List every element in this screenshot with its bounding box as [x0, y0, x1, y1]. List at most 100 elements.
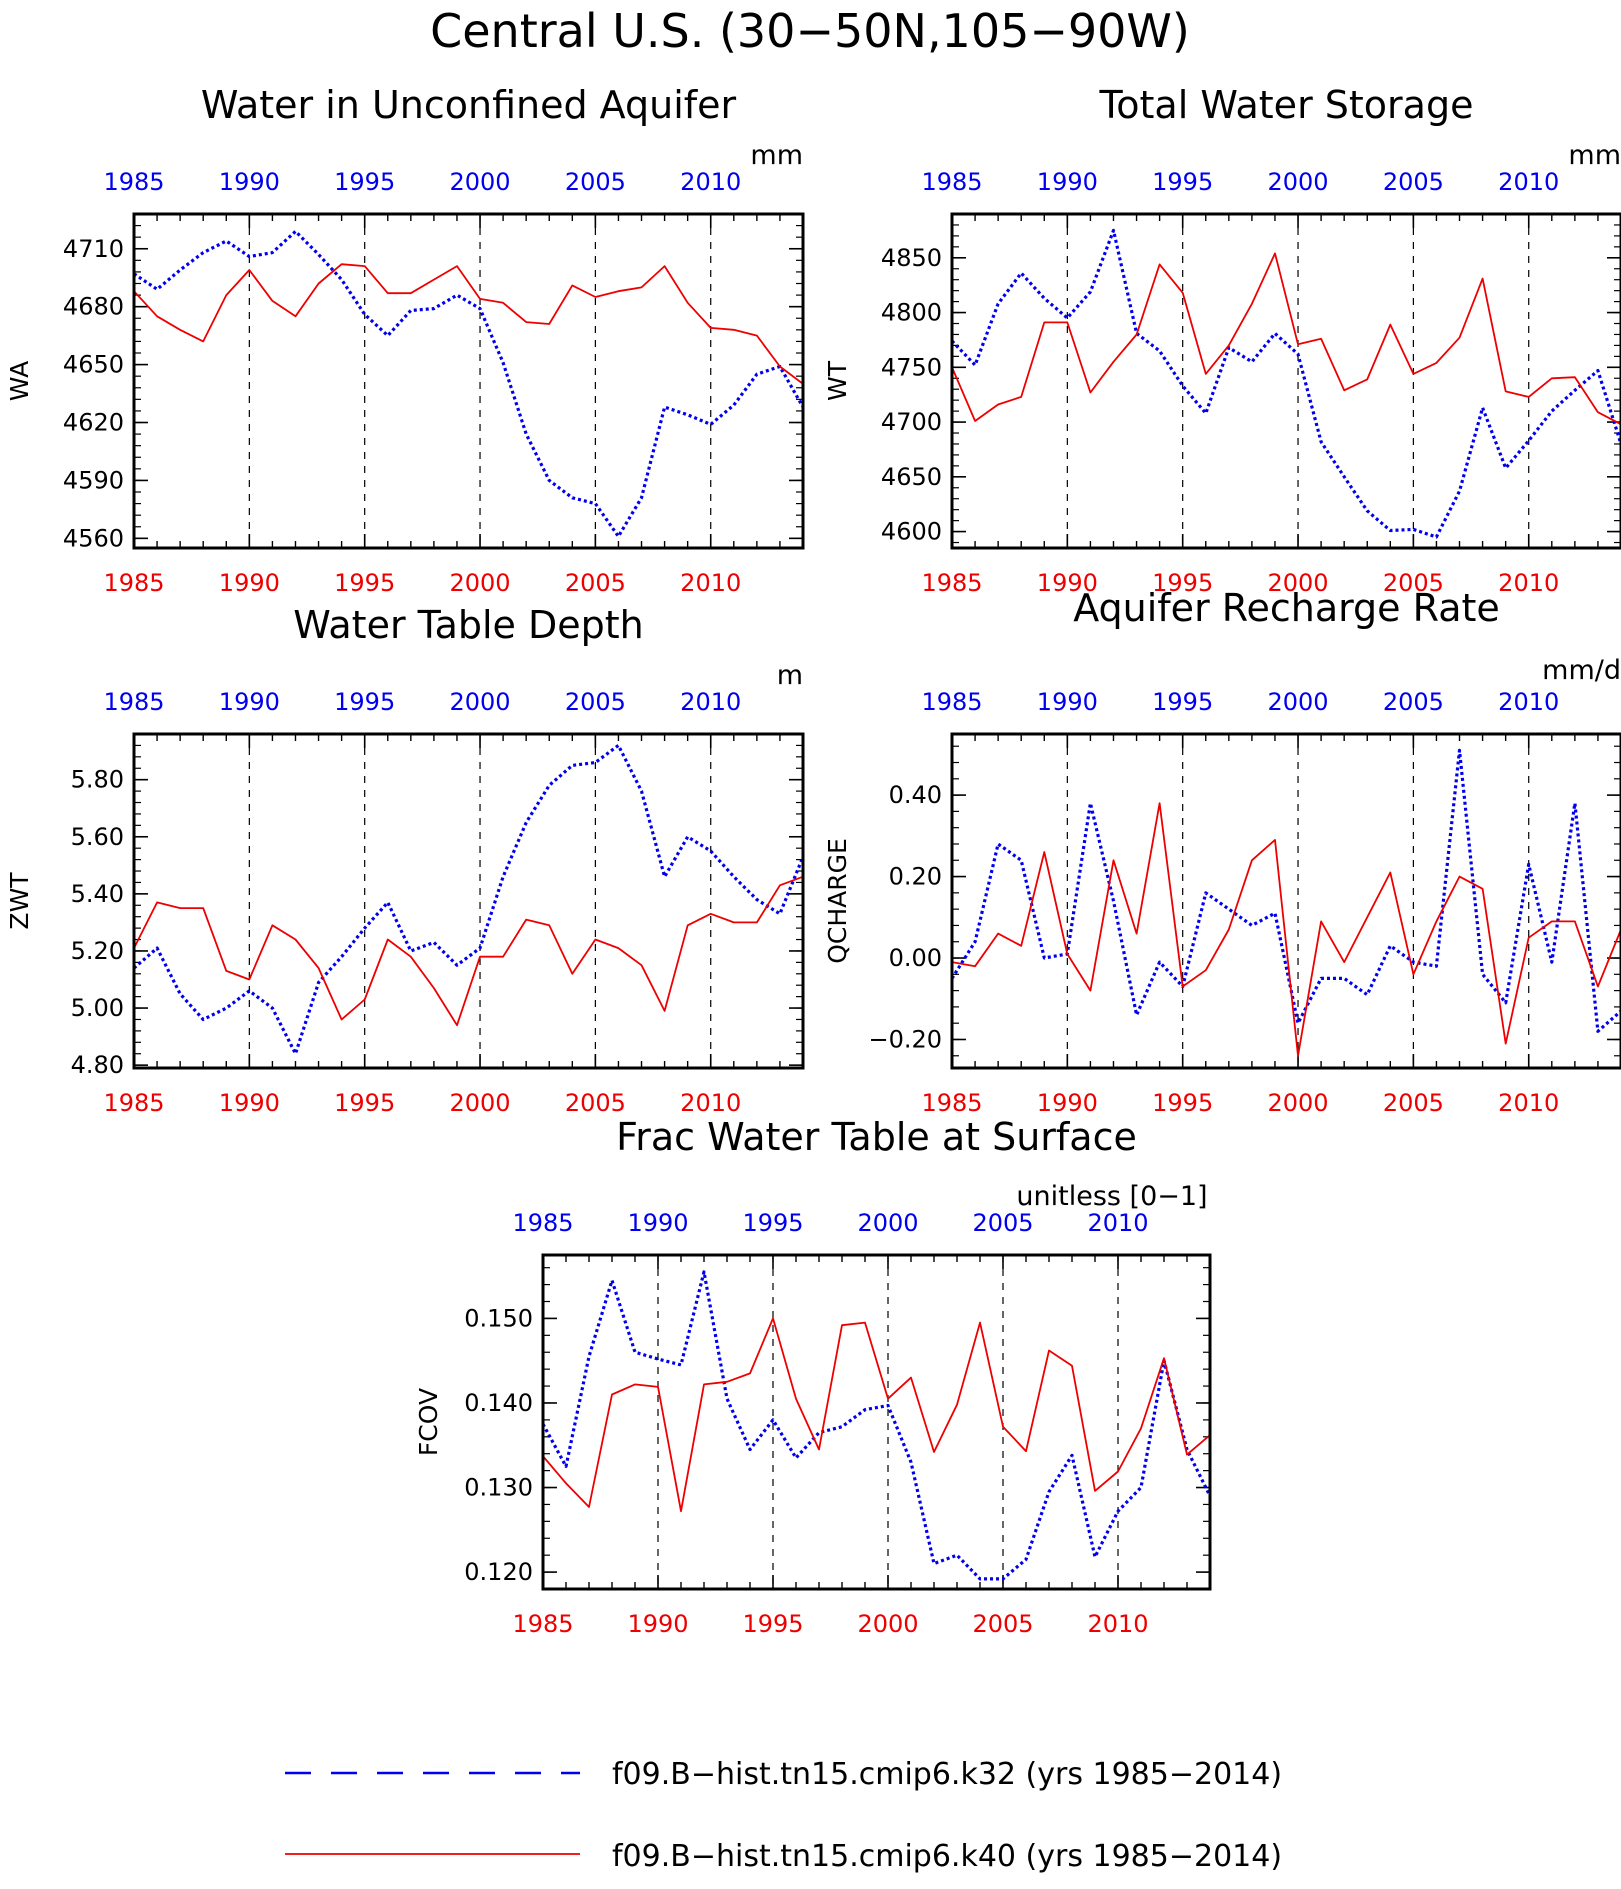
- x-tick-label-bottom: 2005: [972, 1610, 1033, 1638]
- panel-3: Water Table Depth m ZWT 1985 1985 1990 1990 199…: [5, 603, 805, 1117]
- series-group: [134, 743, 803, 1056]
- y-tick-label: 5.60: [71, 823, 124, 851]
- x-tick-label-bottom: 1990: [1037, 1089, 1098, 1117]
- x-tick-label-top: 2000: [449, 688, 510, 716]
- x-tick-label-top: 2005: [1383, 688, 1444, 716]
- x-tick-label-top: 1990: [219, 688, 280, 716]
- panel-title: Frac Water Table at Surface: [616, 1115, 1137, 1159]
- x-tick-label-top: 1990: [627, 1209, 688, 1237]
- y-tick-label: 5.20: [71, 937, 124, 965]
- series-group: [543, 1270, 1210, 1581]
- x-tick-label-top: 1985: [921, 688, 982, 716]
- panel-4: Aquifer Recharge Rate mm/d QCHARGE 1985 1985…: [823, 586, 1621, 1117]
- y-tick-label: 5.80: [71, 766, 124, 794]
- x-tick-label-top: 1990: [1037, 688, 1098, 716]
- x-tick-label-bottom: 2005: [1383, 569, 1444, 597]
- legend-label-k40: f09.B−hist.tn15.cmip6.k40 (yrs 1985−2014…: [612, 1839, 1282, 1874]
- x-tick-label-top: 2010: [1087, 1209, 1148, 1237]
- x-tick-label-top: 1985: [921, 168, 982, 196]
- y-tick-label: 4.80: [71, 1051, 124, 1079]
- y-tick-label: 0.130: [464, 1474, 533, 1502]
- y-tick-label: 0.40: [889, 781, 942, 809]
- y-tick-label: 0.00: [889, 944, 942, 972]
- x-tick-label-top: 1995: [334, 168, 395, 196]
- x-tick-label-top: 2010: [680, 168, 741, 196]
- x-tick-label-bottom: 2010: [1498, 569, 1559, 597]
- y-tick-label: 0.120: [464, 1558, 533, 1586]
- x-tick-label-bottom: 2005: [1383, 1089, 1444, 1117]
- legend-label-k32: f09.B−hist.tn15.cmip6.k32 (yrs 1985−2014…: [612, 1757, 1282, 1792]
- units-label: m: [777, 660, 803, 691]
- series-line-k40: [134, 875, 803, 1027]
- series-line-k32: [952, 228, 1621, 539]
- x-tick-label-bottom: 1995: [742, 1610, 803, 1638]
- y-tick-label: 4650: [881, 463, 942, 491]
- y-tick-label: 0.20: [889, 863, 942, 891]
- x-tick-label-top: 2000: [1267, 168, 1328, 196]
- x-tick-label-bottom: 1985: [921, 1089, 982, 1117]
- series-line-k32: [134, 229, 803, 539]
- panel-2: Total Water Storage mm WT 1985 1985 1990 1990 1…: [823, 83, 1621, 597]
- x-tick-label-bottom: 1985: [512, 1610, 573, 1638]
- y-tick-label: 5.00: [71, 994, 124, 1022]
- series-line-k32: [952, 748, 1621, 1033]
- series-group: [952, 228, 1621, 539]
- plot-frame: [950, 212, 1621, 550]
- x-tick-label-bottom: 2010: [680, 1089, 741, 1117]
- panel-1: Water in Unconfined Aquifer mm WA 1985 1985 1…: [5, 83, 805, 597]
- y-tick-label: 0.150: [464, 1304, 533, 1332]
- y-tick-label: 4700: [881, 408, 942, 436]
- x-tick-label-bottom: 1990: [1037, 569, 1098, 597]
- x-tick-label-bottom: 2005: [565, 1089, 626, 1117]
- y-tick-label: −0.20: [868, 1025, 942, 1053]
- x-tick-label-bottom: 1995: [334, 569, 395, 597]
- series-line-k32: [543, 1270, 1210, 1581]
- y-tick-label: 4650: [63, 351, 124, 379]
- plot-frame: [132, 732, 805, 1070]
- series-group: [134, 229, 803, 539]
- x-tick-label-bottom: 1990: [219, 569, 280, 597]
- x-tick-label-top: 2005: [565, 688, 626, 716]
- x-tick-label-top: 2005: [1383, 168, 1444, 196]
- y-tick-label: 4750: [881, 353, 942, 381]
- units-label: mm/d: [1542, 655, 1621, 686]
- x-tick-label-top: 1995: [1152, 688, 1213, 716]
- y-tick-label: 4590: [63, 466, 124, 494]
- panel-title: Aquifer Recharge Rate: [1073, 586, 1500, 630]
- y-axis-label: WT: [823, 360, 852, 401]
- x-tick-label-bottom: 1995: [1152, 569, 1213, 597]
- series-line-k32: [134, 743, 803, 1056]
- y-axis-label: WA: [5, 361, 34, 401]
- y-tick-label: 4680: [63, 293, 124, 321]
- plot-frame: [132, 212, 805, 550]
- x-tick-label-bottom: 1990: [219, 1089, 280, 1117]
- x-tick-label-top: 2010: [1498, 688, 1559, 716]
- x-tick-label-bottom: 2000: [1267, 1089, 1328, 1117]
- x-tick-label-top: 1985: [103, 168, 164, 196]
- x-tick-label-top: 1995: [1152, 168, 1213, 196]
- x-tick-label-bottom: 2000: [857, 1610, 918, 1638]
- x-tick-label-bottom: 2010: [680, 569, 741, 597]
- x-tick-label-top: 2000: [1267, 688, 1328, 716]
- x-tick-label-bottom: 2000: [1267, 569, 1328, 597]
- x-tick-label-top: 2010: [680, 688, 741, 716]
- y-tick-label: 4800: [881, 299, 942, 327]
- x-tick-label-bottom: 1995: [334, 1089, 395, 1117]
- x-tick-label-bottom: 1985: [103, 1089, 164, 1117]
- y-axis-label: FCOV: [414, 1388, 443, 1456]
- x-tick-label-bottom: 1985: [103, 569, 164, 597]
- x-tick-label-bottom: 2010: [1498, 1089, 1559, 1117]
- panel-title: Total Water Storage: [1099, 83, 1474, 127]
- plot-frame: [541, 1253, 1212, 1591]
- x-tick-label-bottom: 2010: [1087, 1610, 1148, 1638]
- series-group: [952, 748, 1621, 1057]
- x-tick-label-top: 2005: [565, 168, 626, 196]
- x-tick-label-bottom: 1985: [921, 569, 982, 597]
- y-axis-label: QCHARGE: [823, 838, 852, 964]
- units-label: mm: [750, 140, 803, 171]
- series-line-k40: [134, 263, 803, 385]
- legend: f09.B−hist.tn15.cmip6.k32 (yrs 1985−2014…: [285, 1757, 1282, 1874]
- x-tick-label-bottom: 2000: [449, 569, 510, 597]
- y-tick-label: 4600: [881, 518, 942, 546]
